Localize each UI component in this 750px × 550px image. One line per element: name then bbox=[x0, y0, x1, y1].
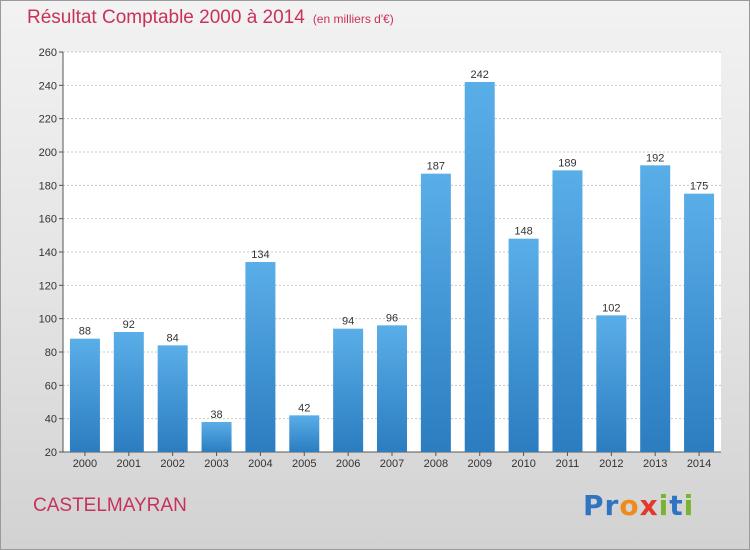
x-tick-label-2010: 2010 bbox=[511, 458, 535, 470]
x-tick-label-2009: 2009 bbox=[467, 458, 491, 470]
bar-2008 bbox=[420, 173, 451, 452]
y-tick-label: 140 bbox=[39, 247, 57, 259]
x-tick-label-2006: 2006 bbox=[336, 458, 360, 470]
bar-2009 bbox=[464, 82, 495, 452]
y-tick-label: 180 bbox=[39, 180, 57, 192]
x-tick-label-2004: 2004 bbox=[248, 458, 272, 470]
x-tick-label-2001: 2001 bbox=[117, 458, 141, 470]
logo-letter: r bbox=[604, 489, 620, 522]
commune-name: CASTELMAYRAN bbox=[33, 495, 187, 516]
logo-letter: i bbox=[658, 489, 670, 522]
bar-2000 bbox=[69, 338, 100, 452]
data-label-2012: 102 bbox=[602, 302, 620, 314]
data-label-2003: 38 bbox=[210, 409, 222, 421]
bar-2002 bbox=[157, 345, 188, 452]
bar-2006 bbox=[333, 328, 364, 452]
data-label-2006: 94 bbox=[342, 316, 354, 328]
bar-2014 bbox=[684, 193, 715, 452]
x-tick-label-2007: 2007 bbox=[380, 458, 404, 470]
x-tick-label-2012: 2012 bbox=[599, 458, 623, 470]
data-label-2004: 134 bbox=[251, 249, 269, 261]
x-tick-label-2005: 2005 bbox=[292, 458, 316, 470]
x-tick-label-2000: 2000 bbox=[73, 458, 97, 470]
x-tick-label-2011: 2011 bbox=[556, 458, 580, 470]
chart-title-text: Résultat Comptable 2000 à 2014 bbox=[27, 7, 305, 28]
bar-2011 bbox=[552, 170, 583, 453]
y-tick-label: 100 bbox=[39, 314, 57, 326]
data-label-2013: 192 bbox=[646, 152, 664, 164]
bar-2001 bbox=[113, 332, 144, 452]
data-label-2002: 84 bbox=[167, 332, 179, 344]
data-label-2008: 187 bbox=[427, 161, 445, 173]
y-tick-label: 20 bbox=[45, 447, 57, 459]
y-tick-label: 120 bbox=[39, 280, 57, 292]
data-label-2009: 242 bbox=[471, 69, 489, 81]
bar-2010 bbox=[508, 238, 539, 452]
chart-subtitle: (en milliers d'€) bbox=[312, 12, 394, 26]
logo-letter: i bbox=[683, 489, 695, 522]
bar-2005 bbox=[289, 415, 320, 452]
logo-letter: x bbox=[639, 489, 659, 522]
bar-2007 bbox=[377, 325, 407, 452]
y-tick-label: 200 bbox=[39, 147, 57, 159]
bar-2003 bbox=[201, 422, 232, 452]
bar-2004 bbox=[245, 262, 276, 452]
bar-2012 bbox=[596, 315, 627, 452]
x-tick-label-2013: 2013 bbox=[643, 458, 667, 470]
x-tick-label-2003: 2003 bbox=[204, 458, 228, 470]
proxiti-logo: Proxiti bbox=[583, 489, 694, 522]
logo-letter: o bbox=[619, 489, 640, 522]
logo-letter: t bbox=[669, 489, 684, 522]
data-label-2010: 148 bbox=[514, 226, 532, 238]
y-tick-label: 160 bbox=[39, 214, 57, 226]
chart-title: Résultat Comptable 2000 à 2014 (en millie… bbox=[27, 7, 394, 29]
data-label-2007: 96 bbox=[386, 312, 398, 324]
y-tick-label: 240 bbox=[39, 80, 57, 92]
y-tick-label: 260 bbox=[39, 47, 57, 59]
y-tick-label: 40 bbox=[45, 414, 57, 426]
data-label-2011: 189 bbox=[558, 157, 576, 169]
x-tick-label-2008: 2008 bbox=[424, 458, 448, 470]
data-label-2001: 92 bbox=[123, 319, 135, 331]
x-tick-label-2014: 2014 bbox=[687, 458, 711, 470]
bar-2013 bbox=[640, 165, 671, 453]
y-tick-label: 60 bbox=[45, 380, 57, 392]
x-tick-label-2002: 2002 bbox=[160, 458, 184, 470]
data-label-2000: 88 bbox=[79, 326, 91, 338]
logo-letter: P bbox=[583, 489, 605, 522]
data-label-2005: 42 bbox=[298, 402, 310, 414]
y-tick-label: 220 bbox=[39, 114, 57, 126]
data-label-2014: 175 bbox=[690, 181, 708, 193]
y-tick-label: 80 bbox=[45, 347, 57, 359]
